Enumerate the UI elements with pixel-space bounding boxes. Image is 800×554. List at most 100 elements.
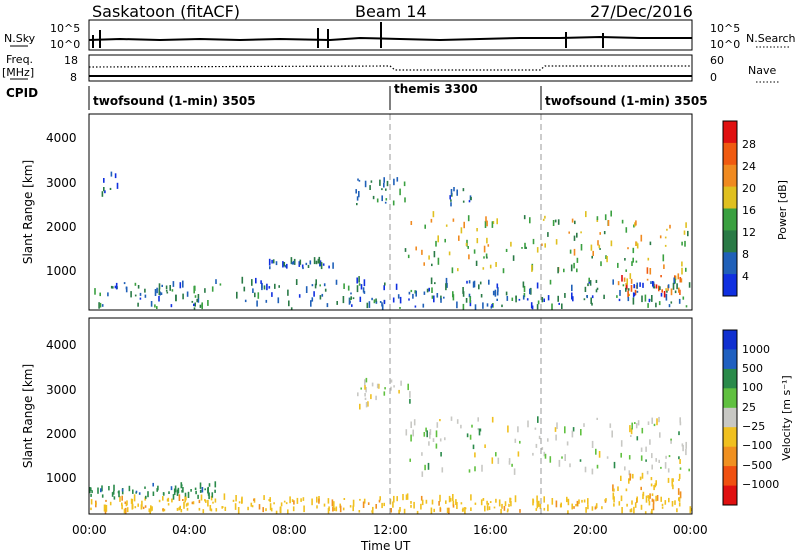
power-echo-cell [568, 231, 570, 234]
power-echo-cell [166, 291, 169, 294]
velocity-echo-cell [587, 498, 589, 505]
power-echo-cell [647, 257, 650, 261]
power-echo-cell [197, 298, 200, 303]
velocity-echo-cell [655, 458, 657, 462]
power-echo-cell [677, 273, 680, 280]
power-echo-cell [596, 287, 599, 290]
velocity-echo-cell [561, 456, 563, 459]
velocity-echo-cell [587, 504, 589, 510]
velocity-echo-cell [594, 506, 597, 510]
velocity-echo-cell [118, 490, 120, 498]
power-echo-cell [385, 188, 387, 191]
velocity-echo-cell [472, 444, 475, 450]
freq-unit: [MHz] [2, 66, 34, 79]
nsky-label: N.Sky [4, 32, 36, 45]
velocity-echo-cell [265, 508, 267, 512]
velocity-echo-cell [156, 488, 158, 492]
velocity-echo-cell [190, 489, 192, 492]
velocity-echo-cell [507, 425, 509, 433]
velocity-colorbar-swatch [723, 330, 737, 350]
power-echo-cell [139, 292, 142, 296]
velocity-echo-cell [601, 506, 603, 510]
velocity-echo-cell [316, 496, 318, 503]
velocity-echo-cell [631, 500, 633, 505]
nave-trace [88, 65, 692, 71]
power-echo-cell [554, 219, 557, 223]
velocity-echo-cell [204, 488, 206, 491]
velocity-echo-cell [634, 422, 636, 424]
velocity-echo-cell [423, 432, 426, 437]
power-echo-cell [666, 228, 668, 231]
power-echo-cell [381, 188, 383, 191]
power-echo-cell [426, 288, 429, 293]
power-echo-cell [660, 292, 663, 297]
velocity-echo-cell [124, 507, 127, 514]
power-echo-cell [635, 260, 638, 263]
velocity-echo-cell [253, 498, 255, 501]
velocity-echo-cell [441, 467, 444, 473]
velocity-echo-cell [180, 509, 183, 513]
power-echo-cell [475, 260, 478, 266]
power-echo-cell [573, 248, 576, 256]
velocity-echo-cell [486, 500, 488, 505]
power-echo-cell [123, 282, 126, 285]
power-echo-cell [158, 283, 161, 290]
velocity-echo-cell [484, 444, 486, 448]
velocity-echo-cell [439, 419, 441, 422]
power-echo-cell [404, 197, 406, 203]
power-echo-cell [414, 290, 416, 294]
velocity-colorbar-swatch [723, 368, 737, 389]
velocity-echo-cell [358, 510, 361, 513]
power-echo-cell [628, 293, 630, 296]
power-echo-cell [670, 288, 673, 296]
velocity-echo-cell [124, 501, 127, 504]
velocity-echo-cell [641, 427, 644, 434]
power-echo-cell [666, 290, 668, 293]
power-echo-cell [483, 245, 486, 253]
velocity-echo-cell [604, 499, 606, 502]
velocity-echo-cell [633, 506, 635, 514]
power-echo-cell [495, 262, 497, 267]
power-echo-cell [486, 237, 488, 244]
velocity-echo-cell [618, 501, 621, 506]
power-echo-cell [211, 286, 214, 292]
velocity-echo-cell [572, 427, 575, 432]
velocity-echo-cell [425, 499, 428, 504]
velocity-echo-cell [495, 452, 497, 457]
power-echo-cell [543, 298, 545, 302]
power-echo-cell [396, 177, 399, 182]
power-echo-cell [309, 260, 312, 265]
velocity-echo-cell [200, 494, 203, 501]
velocity-echo-cell [689, 508, 692, 512]
power-echo-cell [277, 297, 280, 304]
power-echo-cell [440, 295, 442, 300]
power-echo-cell [627, 288, 630, 291]
velocity-echo-cell [407, 383, 409, 391]
power-echo-cell [627, 247, 629, 250]
power-echo-cell [496, 283, 499, 289]
power-echo-cell [357, 178, 359, 181]
power-echo-cell [165, 285, 168, 290]
velocity-echo-cell [536, 501, 539, 509]
velocity-echo-cell [543, 507, 546, 511]
velocity-echo-cell [364, 393, 366, 397]
power-echo-cell [557, 267, 559, 274]
power-echo-cell [492, 303, 494, 308]
power-echo-cell [311, 297, 314, 302]
power-echo-cell [290, 257, 293, 265]
power-echo-cell [486, 256, 488, 259]
power-echo-cell [431, 295, 434, 299]
power-echo-cell [597, 240, 599, 246]
velocity-echo-cell [613, 496, 615, 503]
power-echo-cell [680, 278, 683, 283]
velocity-echo-cell [198, 507, 201, 511]
velocity-echo-cell [402, 494, 404, 501]
power-echo-cell [319, 295, 322, 300]
velocity-echo-cell [658, 459, 660, 463]
velocity-echo-cell [162, 508, 164, 511]
velocity-echo-cell [595, 448, 597, 455]
velocity-echo-cell [97, 487, 99, 494]
power-echo-cell [156, 306, 158, 309]
velocity-echo-cell [131, 502, 134, 510]
velocity-echo-cell [287, 509, 289, 514]
